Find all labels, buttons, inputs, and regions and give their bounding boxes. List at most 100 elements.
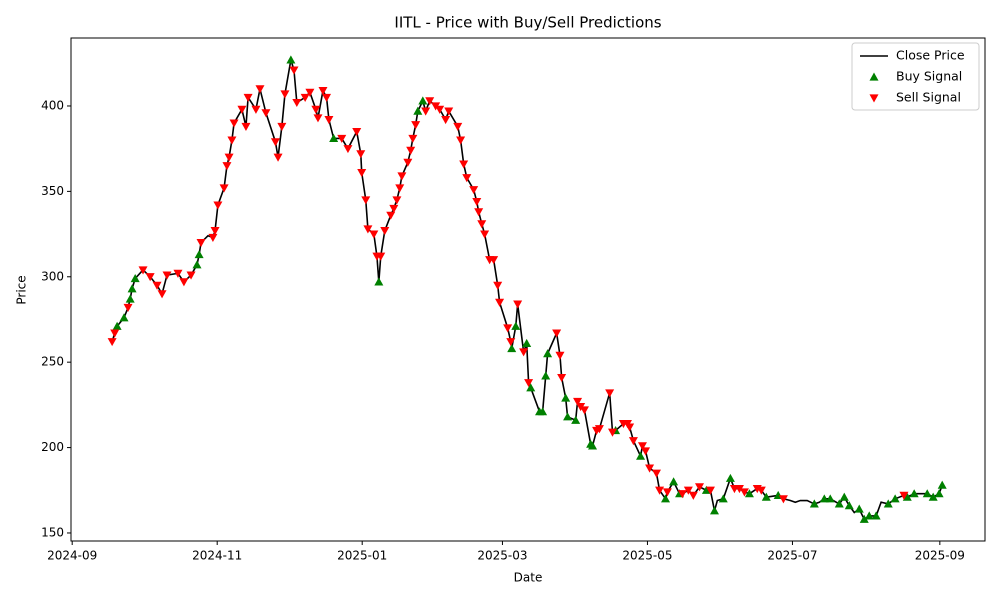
signal-marker (688, 491, 698, 500)
signal-marker (369, 230, 379, 239)
signal-marker (406, 146, 416, 155)
signal-marker (300, 93, 310, 102)
signal-marker (459, 160, 469, 169)
signal-marker (734, 484, 744, 494)
signal-marker (251, 105, 261, 114)
signal-marker (110, 329, 120, 338)
signal-marker (506, 338, 516, 347)
signal-marker (186, 271, 196, 280)
signal-marker (270, 138, 280, 147)
legend-label: Close Price (896, 48, 965, 63)
signal-marker (397, 172, 407, 181)
signal-marker (511, 321, 521, 330)
plot-frame (70, 37, 986, 542)
signal-marker (571, 415, 581, 424)
signal-marker (255, 85, 265, 94)
signal-marker (588, 441, 598, 450)
signal-marker (519, 348, 529, 357)
signal-marker (493, 281, 503, 290)
signal-marker (543, 349, 553, 358)
signal-marker (477, 220, 487, 229)
signal-marker (579, 406, 589, 415)
signal-marker (138, 266, 148, 275)
signal-marker (208, 233, 218, 242)
signal-marker (210, 227, 220, 236)
signal-marker (739, 488, 749, 497)
signal-marker (864, 511, 874, 520)
signal-marker (695, 483, 705, 492)
signal-marker (179, 278, 189, 287)
signal-marker (563, 412, 573, 421)
signal-marker (337, 134, 347, 143)
signal-marker (637, 442, 647, 451)
signal-marker (922, 489, 932, 498)
signal-marker (557, 373, 567, 383)
signal-marker (701, 485, 711, 494)
y-tick-label: 250 (41, 355, 64, 369)
legend-box (851, 42, 980, 111)
signal-marker (705, 486, 715, 495)
signal-marker (645, 464, 655, 473)
signal-marker (778, 495, 788, 504)
legend-swatch (869, 94, 879, 103)
signal-marker (292, 98, 302, 108)
signal-marker (389, 204, 399, 213)
signal-marker (725, 473, 735, 482)
signal-marker (883, 499, 893, 508)
signal-marker (489, 256, 499, 265)
signal-marker (241, 122, 251, 131)
signal-marker (318, 87, 328, 96)
signal-marker (495, 298, 505, 307)
signal-marker (472, 198, 482, 207)
signal-marker (890, 494, 900, 503)
signal-marker (834, 499, 844, 508)
signal-marker (192, 260, 202, 269)
signal-marker (395, 184, 405, 193)
signal-marker (162, 271, 172, 280)
signal-marker (561, 393, 571, 402)
signal-marker (469, 186, 479, 195)
legend: Close Price Buy Signal Sell Signal (851, 42, 980, 111)
signal-marker (421, 107, 431, 116)
x-tick-label: 2025-01 (337, 549, 387, 563)
signal-marker (541, 371, 551, 380)
signal-marker (380, 227, 390, 236)
signal-marker (456, 136, 466, 145)
signal-marker (357, 168, 367, 178)
signal-marker (937, 480, 947, 489)
signal-marker (928, 492, 938, 501)
y-tick-label: 350 (41, 184, 64, 198)
signal-marker (507, 344, 517, 353)
signal-marker (641, 447, 651, 456)
signal-marker (522, 338, 532, 347)
signal-marker (403, 158, 413, 167)
x-tick-label: 2024-11 (192, 549, 242, 563)
signal-marker (854, 504, 864, 513)
x-tick-label: 2025-05 (622, 549, 672, 563)
signal-marker (655, 486, 665, 495)
signal-marker (444, 107, 454, 116)
signal-marker (625, 423, 635, 432)
signal-marker (361, 196, 371, 205)
signal-marker (273, 153, 283, 162)
signal-marker (899, 491, 909, 500)
signal-marker (661, 494, 671, 503)
signal-marker (322, 93, 332, 102)
signal-marker (683, 486, 693, 495)
y-tick-label: 300 (41, 269, 64, 283)
signal-marker (123, 303, 133, 313)
y-axis-label: Price (15, 275, 29, 304)
x-tick-label: 2024-09 (47, 549, 97, 563)
signal-marker (526, 383, 536, 392)
x-tick-label: 2025-09 (915, 549, 965, 563)
signal-marker (196, 239, 206, 248)
signal-marker (418, 96, 428, 105)
signal-marker (552, 329, 562, 338)
signal-marker (605, 389, 615, 398)
y-tick-label: 150 (41, 525, 64, 539)
signal-marker (127, 284, 137, 293)
signal-marker (718, 494, 728, 503)
chart-title: IITL - Price with Buy/Sell Predictions (394, 14, 661, 32)
signal-marker (222, 162, 232, 171)
